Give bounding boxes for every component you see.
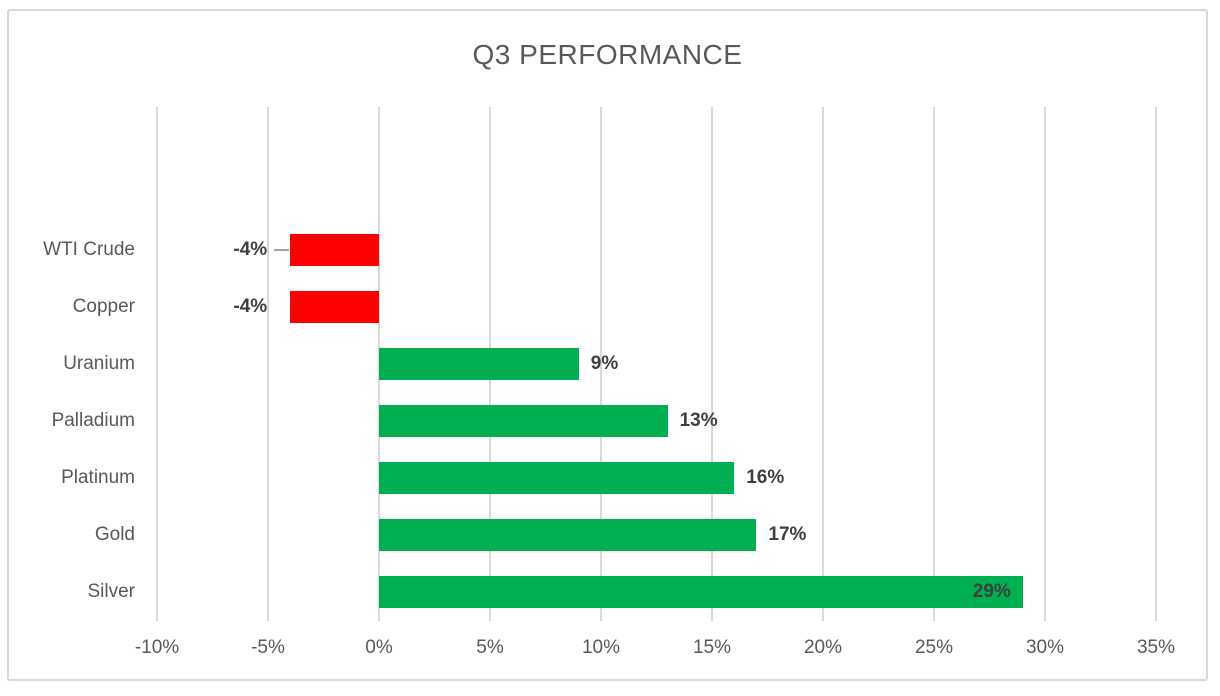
gridline-20% (822, 107, 824, 621)
gridline-30% (1044, 107, 1046, 621)
x-tick-label: -5% (251, 637, 285, 658)
x-tick-label: 10% (581, 637, 621, 658)
category-label-platinum: Platinum (61, 467, 135, 489)
bar-value-label: 13% (679, 410, 718, 432)
bar-value-label: 16% (746, 467, 785, 489)
gridline-35% (1155, 107, 1157, 621)
x-tick-label: 35% (1136, 637, 1176, 658)
bar-wti-crude (290, 233, 379, 266)
bar-value-label: -4% (233, 238, 268, 260)
bar-palladium (379, 405, 668, 438)
gridline-25% (933, 107, 935, 621)
bar-value-label: 9% (590, 353, 619, 374)
x-tick-label: 20% (803, 637, 843, 658)
bar-silver (379, 576, 1023, 609)
category-label-wti-crude: WTI Crude (43, 238, 135, 260)
gridline--10% (156, 107, 158, 621)
category-label-silver: Silver (87, 581, 135, 603)
bar-gold (379, 519, 757, 552)
chart-title: Q3 PERFORMANCE (472, 39, 743, 70)
bar-copper (290, 290, 379, 323)
category-label-palladium: Palladium (51, 410, 135, 432)
label-leader-line (274, 248, 290, 251)
x-tick-label: 15% (692, 637, 732, 658)
x-tick-label: 25% (914, 637, 954, 658)
bar-platinum (379, 462, 735, 495)
x-tick-label: -10% (134, 637, 180, 658)
category-label-uranium: Uranium (63, 353, 135, 374)
gridline-15% (711, 107, 713, 621)
plot-area: -4% -4% 9% 13% 16% 17% 29% (156, 107, 1157, 621)
x-tick-label: 30% (1025, 637, 1065, 658)
bar-value-label: -4% (233, 295, 268, 317)
category-label-copper: Copper (72, 295, 135, 317)
gridline--5% (267, 107, 269, 621)
bar-value-label: 17% (768, 524, 807, 546)
bar-value-label: 29% (972, 581, 1011, 603)
x-tick-label: 0% (365, 637, 393, 658)
category-label-gold: Gold (94, 524, 135, 546)
chart-container: Q3 PERFORMANCE -4% -4% 9% 13% 16% 17% 29% -10%… (7, 9, 1208, 681)
bar-uranium (379, 348, 579, 380)
x-tick-label: 5% (476, 637, 504, 658)
gridline-10% (600, 107, 602, 621)
